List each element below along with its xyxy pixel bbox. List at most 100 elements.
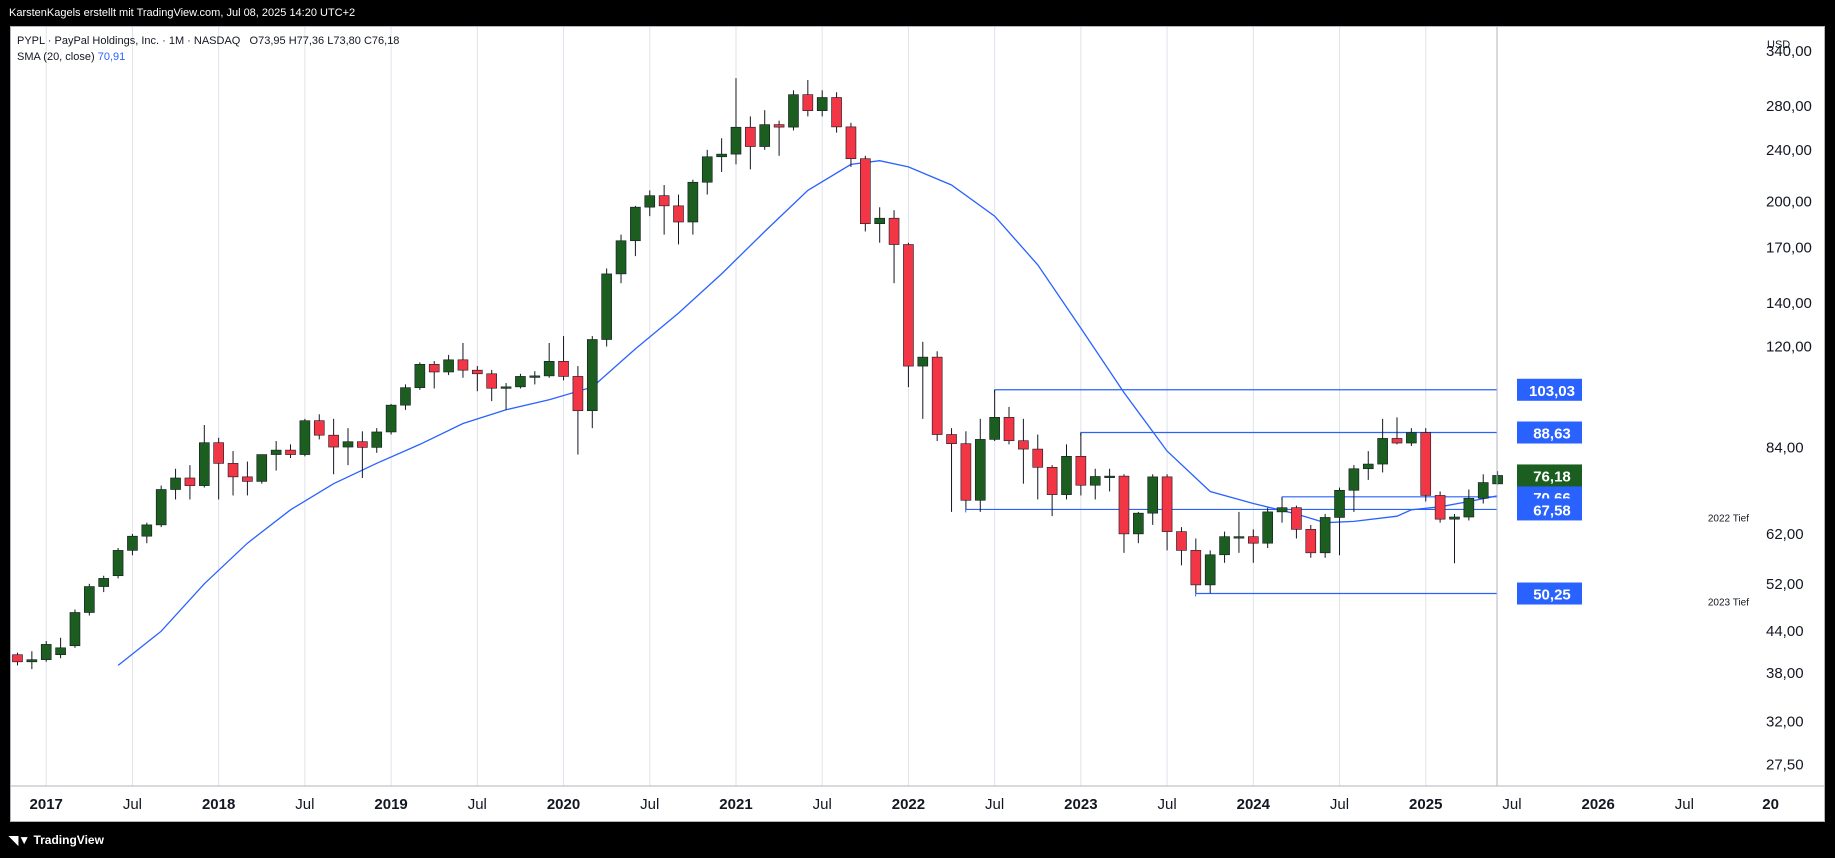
x-tick-label: 2024 xyxy=(1237,796,1271,813)
candle xyxy=(1463,489,1475,521)
candle xyxy=(1061,444,1072,500)
candle-body xyxy=(1018,440,1029,450)
candle-body xyxy=(1118,475,1130,535)
sma-legend-row[interactable]: SMA (20, close) 70,91 xyxy=(17,49,399,65)
candle xyxy=(1046,465,1058,517)
candle-body xyxy=(960,443,972,501)
candle-body xyxy=(1291,507,1302,530)
candle xyxy=(788,90,799,131)
candle-body xyxy=(1305,529,1317,554)
ohlc-high: H77,36 xyxy=(288,35,325,47)
candle-body xyxy=(500,386,512,389)
candle xyxy=(1420,428,1432,502)
candle xyxy=(543,342,555,378)
candle xyxy=(227,451,239,496)
candle-body xyxy=(1075,455,1087,486)
y-tick-label: 62,00 xyxy=(1766,526,1804,543)
candle-body xyxy=(1190,550,1202,586)
candle xyxy=(457,342,469,378)
candle xyxy=(989,389,1000,442)
candle xyxy=(601,268,612,347)
candle-body xyxy=(802,94,814,111)
candle xyxy=(414,362,426,390)
candle xyxy=(1477,474,1489,504)
candle xyxy=(572,366,584,455)
candle xyxy=(26,651,38,670)
x-tick-label: Jul xyxy=(123,796,142,813)
x-tick-label: 2017 xyxy=(30,796,63,813)
candle-body xyxy=(658,195,670,207)
candle-body xyxy=(1334,489,1345,518)
candle xyxy=(1233,511,1245,553)
candle xyxy=(874,207,885,243)
candle xyxy=(12,652,23,666)
candle xyxy=(1305,524,1317,558)
sma-20-line xyxy=(117,160,1498,666)
candle-body xyxy=(572,376,584,412)
brand-text: TradingView xyxy=(33,833,104,847)
candle-body xyxy=(1046,466,1058,495)
x-tick-label: Jul xyxy=(295,796,314,813)
candle xyxy=(270,441,282,471)
candle xyxy=(285,444,296,459)
candle xyxy=(170,468,181,500)
candle xyxy=(342,428,354,466)
candle xyxy=(385,403,397,435)
symbol-legend-row[interactable]: PYPL · PayPal Holdings, Inc. · 1M · NASD… xyxy=(17,33,399,49)
candle-body xyxy=(357,441,368,448)
x-tick-label: 2018 xyxy=(202,796,235,813)
candle-body xyxy=(831,97,842,128)
candle-body xyxy=(1319,517,1331,554)
top-bar: KarstenKagels erstellt mit TradingView.c… xyxy=(0,0,1835,26)
candle-body xyxy=(874,217,885,224)
x-tick-label: Jul xyxy=(1157,796,1176,813)
candle xyxy=(141,522,153,544)
candle xyxy=(1003,406,1015,445)
candle-body xyxy=(1463,497,1475,518)
candle-body xyxy=(630,206,641,242)
candle xyxy=(974,418,986,512)
candle xyxy=(1104,468,1115,492)
candle-body xyxy=(716,153,727,158)
candle xyxy=(917,341,929,419)
candle xyxy=(357,431,368,478)
candle xyxy=(256,454,268,484)
candle-body xyxy=(443,359,454,373)
y-tick-label: 32,00 xyxy=(1766,714,1804,731)
candle xyxy=(40,641,52,662)
bottom-bar: ◥▼ TradingView xyxy=(0,822,1835,858)
x-tick-label: Jul xyxy=(640,796,659,813)
candle xyxy=(759,110,771,150)
attribution-text: KarstenKagels erstellt mit TradingView.c… xyxy=(9,7,356,19)
candle xyxy=(127,533,138,556)
candle xyxy=(658,185,670,235)
candle-body xyxy=(515,376,526,388)
candle xyxy=(701,149,713,195)
candle xyxy=(472,366,483,392)
candle-body xyxy=(543,361,555,377)
y-tick-label: 240,00 xyxy=(1766,142,1812,159)
candles xyxy=(12,78,1503,670)
candle-body xyxy=(457,359,469,371)
candle xyxy=(1147,474,1159,525)
y-tick-label: 170,00 xyxy=(1766,240,1812,257)
candle-body xyxy=(170,477,181,490)
candle xyxy=(946,428,957,512)
candle xyxy=(198,425,210,488)
level-price-label: 88,63 xyxy=(1533,425,1571,442)
candle-body xyxy=(1003,417,1015,442)
candle-body xyxy=(888,217,900,245)
candle-body xyxy=(974,439,986,501)
candle-body xyxy=(730,126,742,155)
candle-body xyxy=(414,364,426,388)
candle xyxy=(1133,511,1144,544)
candle xyxy=(184,465,196,500)
candle-body xyxy=(1406,432,1417,444)
candle xyxy=(773,120,785,156)
candle xyxy=(1190,538,1202,594)
candle xyxy=(1161,474,1173,551)
candle-body xyxy=(313,420,325,436)
candle-body xyxy=(1032,448,1044,468)
